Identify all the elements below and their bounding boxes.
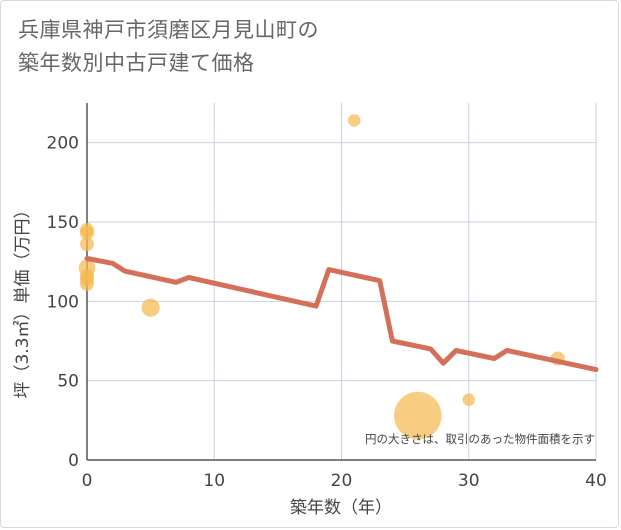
x-tick-label: 20 [331,471,353,491]
data-point [462,393,476,407]
x-axis-label: 築年数（年） [290,498,392,518]
x-tick-label: 0 [82,471,93,491]
bubbles [78,114,565,440]
y-axis-label: 坪（3.3㎡）単価（万円） [13,201,33,398]
x-tick-labels: 0 10 20 30 40 [82,471,607,491]
data-point [80,226,94,241]
y-tick-label: 150 [47,213,79,233]
y-tick-labels: 0 50 100 150 200 [47,134,79,471]
data-point [394,391,442,440]
y-tick-label: 200 [47,134,79,154]
data-point [141,298,160,317]
y-tick-label: 100 [47,292,79,312]
x-tick-label: 30 [458,471,480,491]
data-point [80,276,94,291]
chart-title: 兵庫県神戸市須磨区月見山町の 築年数別中古戸建て価格 [18,14,319,80]
y-tick-label: 0 [68,451,79,471]
x-tick-label: 10 [203,471,225,491]
y-tick-label: 50 [57,372,79,392]
data-point [80,237,94,252]
trend-line [84,256,599,373]
x-tick-label: 40 [585,471,607,491]
bubble-size-note: 円の大きさは、取引のあった物件面積を示す [365,432,595,446]
data-point [347,114,361,127]
chart-title-line-1: 兵庫県神戸市須磨区月見山町の [18,18,319,42]
chart-title-line-2: 築年数別中古戸建て価格 [18,51,255,75]
